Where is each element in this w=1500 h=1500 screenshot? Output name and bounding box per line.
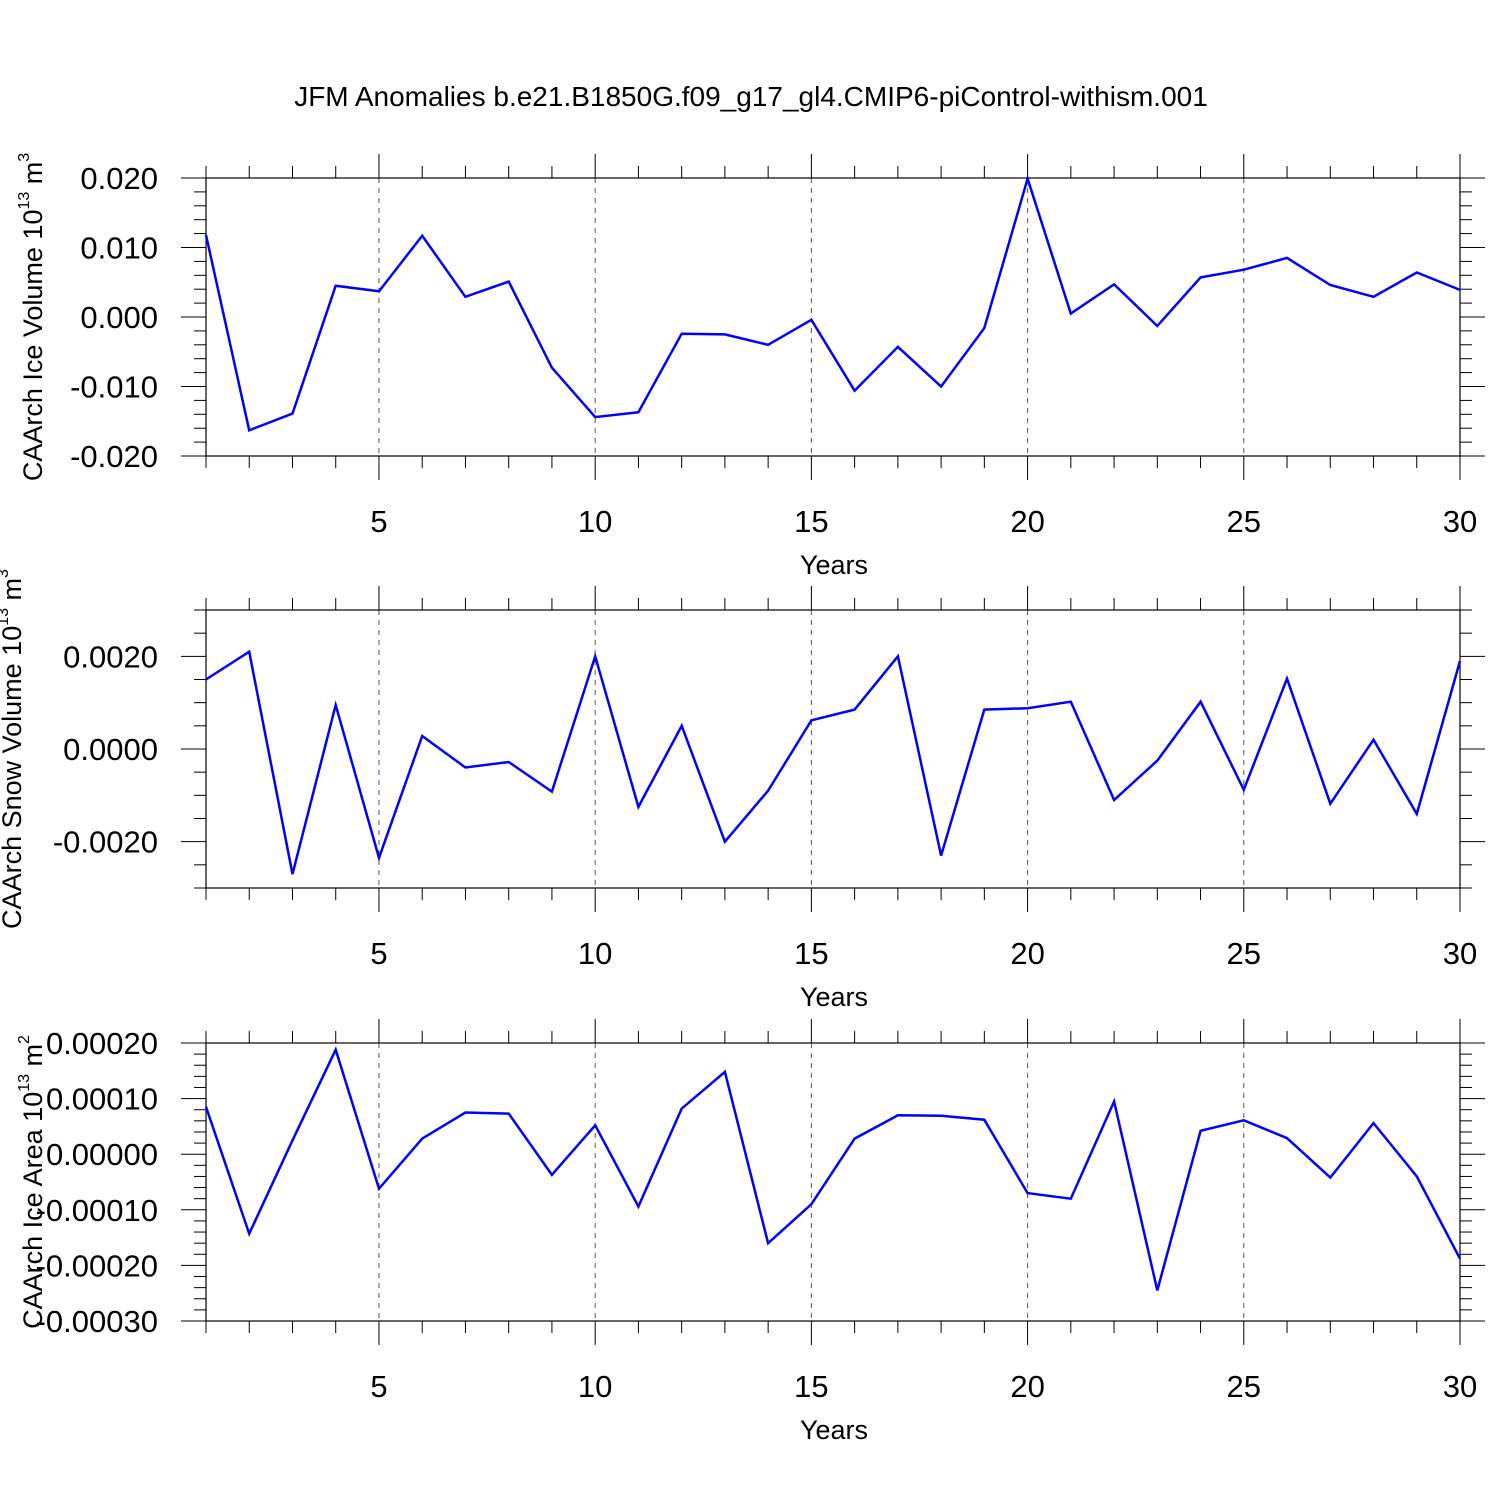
snow-volume-x-axis-label: Years [800, 982, 868, 1012]
snow-volume-xtick-label: 20 [1010, 936, 1044, 971]
ice-area-xtick-label: 25 [1227, 1369, 1261, 1404]
snow-volume-ytick-label: -0.0020 [53, 825, 158, 860]
ice-volume-ytick-label: 0.020 [80, 161, 158, 196]
panel-snow-volume: 5 10 15 20 25 30 -0.0020 0.0000 0.0020 Years CAArc… [0, 569, 1485, 1012]
ice-volume-ytick-label: -0.020 [70, 439, 158, 474]
snow-volume-plot-frame [205, 609, 1461, 889]
ice-area-x-axis-label: Years [800, 1415, 868, 1445]
ice-volume-ytick-label: 0.010 [80, 231, 158, 266]
ice-volume-xtick-label: 10 [578, 504, 612, 539]
snow-volume-xtick-label: 30 [1443, 936, 1477, 971]
ice-area-xtick-label: 30 [1443, 1369, 1477, 1404]
snow-volume-y-axis-label: CAArch Snow Volume 1013 m3 [0, 569, 27, 929]
ice-volume-xtick-label: 30 [1443, 504, 1477, 539]
ice-volume-xtick-label: 20 [1010, 504, 1044, 539]
ice-volume-y-axis-label: CAArch Ice Volume 1013 m3 [16, 153, 48, 481]
snow-volume-xtick-label: 25 [1227, 936, 1261, 971]
ice-volume-plot-frame [205, 177, 1461, 457]
ice-area-xtick-label: 15 [794, 1369, 828, 1404]
snow-volume-xtick-label: 15 [794, 936, 828, 971]
snow-volume-xtick-label: 5 [370, 936, 387, 971]
snow-volume-ytick-label: 0.0020 [63, 639, 158, 674]
panel-ice-area: 5 10 15 20 25 30 -0.00030 -0.00020 -0.00010 0.000… [16, 1019, 1485, 1445]
snow-volume-ytick-label: 0.0000 [63, 732, 158, 767]
ice-area-ytick-label: -0.00020 [36, 1248, 158, 1283]
ice-volume-series-line [204, 174, 1461, 432]
ice-area-xtick-label: 20 [1010, 1369, 1044, 1404]
ice-area-ytick-label: 0.00020 [46, 1026, 158, 1061]
ice-volume-xtick-label: 25 [1227, 504, 1261, 539]
ice-area-series-line [204, 1046, 1462, 1291]
ice-volume-xtick-label: 15 [794, 504, 828, 539]
ice-area-ytick-label: 0.00010 [46, 1082, 158, 1117]
ice-area-ytick-label: 0.00000 [46, 1137, 158, 1172]
ice-volume-xtick-label: 5 [370, 504, 387, 539]
ice-area-ytick-label: -0.00030 [36, 1304, 158, 1339]
panel-ice-volume: 5 10 15 20 25 30 -0.020 -0.010 0.000 0.010 0.020 Ye… [16, 153, 1485, 580]
ice-volume-x-axis-label: Years [800, 550, 868, 580]
ice-area-ytick-label: -0.00010 [36, 1193, 158, 1228]
ice-volume-ytick-label: 0.000 [80, 300, 158, 335]
ice-volume-ytick-label: -0.010 [70, 370, 158, 405]
chart-title: JFM Anomalies b.e21.B1850G.f09_g17_gl4.C… [294, 81, 1208, 112]
ice-area-xtick-label: 5 [370, 1369, 387, 1404]
snow-volume-xtick-label: 10 [578, 936, 612, 971]
ice-area-xtick-label: 10 [578, 1369, 612, 1404]
snow-volume-series-line [205, 649, 1462, 875]
ice-area-y-axis-label: CAArch Ice Area 1013 m2 [16, 1035, 48, 1329]
ice-area-plot-frame [205, 1042, 1461, 1322]
